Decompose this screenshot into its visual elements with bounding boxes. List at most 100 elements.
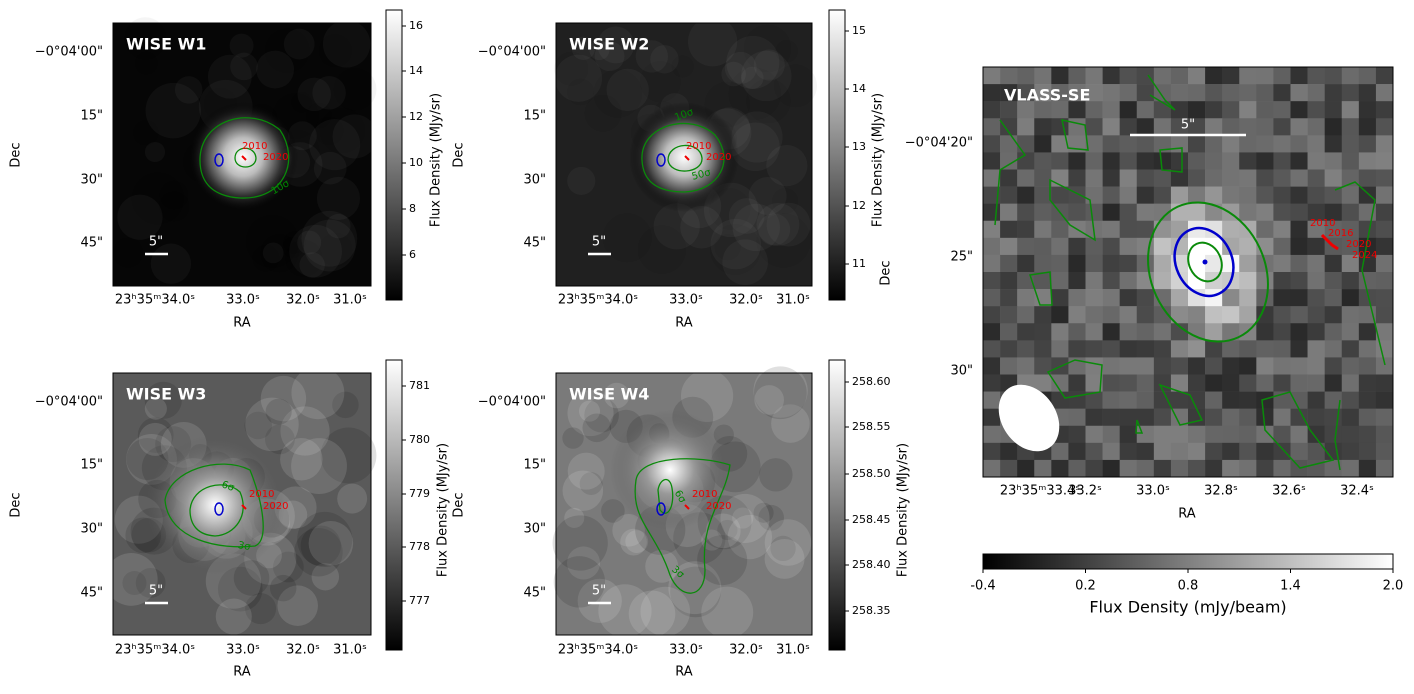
texture [278,500,308,530]
pixel [1188,391,1206,409]
texture [294,527,343,577]
pixel [1307,254,1325,273]
pixel [1324,323,1343,341]
pixel [1170,67,1189,85]
texture [773,64,818,108]
pixel [1222,425,1240,444]
colorbar-tick-label: 2.0 [1383,579,1404,594]
colorbar [828,359,846,651]
ra-label: RA [233,665,251,680]
texture [265,424,295,455]
colorbar-label: Flux Density (mJy/beam) [1089,598,1286,617]
pixel [1324,135,1343,153]
texture [764,519,812,566]
pixel [1358,237,1377,256]
texture [297,511,353,568]
pixel [1085,254,1103,273]
pixel [1170,118,1189,136]
pixel [1375,203,1394,222]
texture [756,213,811,268]
texture [578,400,601,422]
pixel [1290,391,1308,409]
texture [687,17,738,67]
colorbar-label: Flux Density (MJy/sr) [429,93,444,227]
annotation: 2010 [249,489,274,500]
pixel [1205,289,1223,307]
pixel [1324,272,1343,290]
pixel [1205,101,1223,119]
pixel [1170,289,1189,307]
texture [256,50,295,89]
pixel [1119,101,1138,119]
colorbar-tick-label: 12 [409,110,423,123]
pixel [1239,118,1257,136]
contour [1261,391,1335,469]
texture [771,187,799,215]
pixel [1375,425,1394,444]
pixel [1136,152,1155,170]
pixel [1256,391,1274,409]
pixel [1341,220,1360,239]
ra-tick-label: 33.0ˢ [669,293,703,308]
pixel [1034,237,1052,256]
colorbar-label: Flux Density (MJy/sr) [436,443,451,577]
pixel [983,340,1001,358]
texture [602,213,652,263]
pixel [1273,357,1291,375]
ra-tick-label: 33.0ˢ [669,643,703,658]
pixel [1085,135,1103,153]
pixel [1256,459,1274,478]
dec-label: Dec [452,142,467,167]
pixel [1341,459,1360,478]
beam-ellipse [214,153,224,167]
pixel [1136,101,1155,119]
texture [245,397,299,452]
pixel [983,357,1001,375]
pixel [1188,425,1206,444]
ra-label: RA [233,316,251,331]
pixel [1307,459,1325,478]
pixel [1307,425,1325,444]
texture [562,427,584,449]
pixel [1290,289,1308,307]
pixel [1153,67,1172,85]
pixel [1068,84,1086,102]
texture [756,203,800,246]
pixel [1119,408,1138,427]
pixel [1239,289,1257,307]
pixel [1205,169,1223,187]
dec-tick-label: −0°04'20" [905,136,973,151]
texture [282,236,304,258]
pixel [1290,169,1308,187]
ra-tick-label: 31.0ˢ [776,293,810,308]
pixel [1034,459,1052,478]
pixel [1000,152,1018,170]
pixel [1273,118,1291,136]
pixel [1085,84,1103,102]
annotation: 2020 [706,152,731,163]
pixel [1307,442,1325,461]
texture [668,561,722,615]
texture [724,51,757,84]
pixel [1034,340,1052,358]
annotation: 50σ [691,167,713,183]
pixel [1119,220,1138,239]
pixel [1358,272,1377,290]
pixel [1273,254,1291,273]
contour [1049,178,1096,242]
pixel [1307,169,1325,187]
texture [265,398,292,425]
pixel [1119,306,1138,324]
pixel [1222,135,1240,153]
source-glow [629,102,739,212]
annotation: 2020 [263,501,288,512]
pixel [1188,254,1206,273]
pixel [983,84,1001,102]
pixel [1188,459,1206,478]
texture [597,26,635,64]
pixel [1273,272,1291,290]
texture [753,502,774,523]
texture [300,525,342,566]
beam-ellipse [656,153,666,167]
pixel [1239,135,1257,153]
